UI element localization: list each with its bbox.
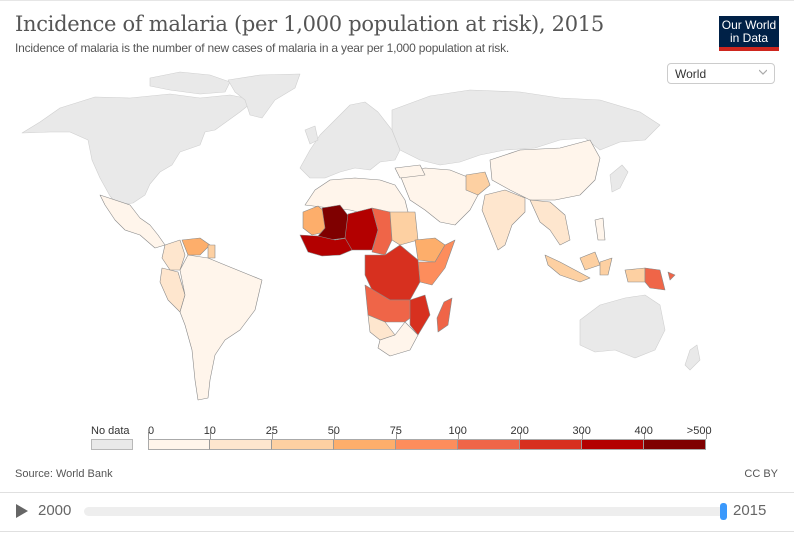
region-new-zealand[interactable] [684, 344, 701, 371]
divider [0, 531, 794, 532]
region-colombia[interactable] [161, 239, 186, 271]
top-rule [0, 0, 794, 1]
legend-tick-label: 0 [148, 425, 155, 437]
region-select-value: World [675, 67, 707, 81]
legend-tick [210, 432, 211, 439]
license-link[interactable]: CC BY [744, 468, 778, 480]
source-note: Source: World Bank [15, 468, 113, 480]
region-afghanistan[interactable] [465, 171, 491, 196]
legend-bin[interactable] [520, 439, 582, 450]
legend-tick-label: 100 [448, 425, 467, 437]
region-mauritania[interactable] [302, 205, 326, 236]
region-sudan[interactable] [389, 211, 419, 246]
region-brazil[interactable] [179, 254, 263, 401]
legend-tick-label: 50 [327, 425, 340, 437]
region-indonesia[interactable] [544, 254, 591, 283]
world-map[interactable] [0, 60, 794, 420]
legend-tick-label: 300 [572, 425, 591, 437]
legend-tick [396, 432, 397, 439]
legend-tick-label: 75 [389, 425, 402, 437]
region-greenland[interactable] [227, 73, 301, 119]
region-central-africa[interactable] [364, 244, 421, 301]
region-philippines[interactable] [594, 217, 606, 241]
logo-line-2: in Data [729, 31, 769, 45]
legend-tick [458, 432, 459, 439]
owid-logo[interactable]: Our World in Data [719, 16, 779, 51]
legend-bin[interactable] [458, 439, 520, 450]
region-japan[interactable] [609, 164, 629, 193]
region-australia[interactable] [579, 294, 666, 359]
timeline-handle[interactable] [720, 503, 727, 520]
region-sulawesi[interactable] [599, 257, 613, 276]
legend-bin[interactable] [644, 439, 706, 450]
legend-bin[interactable] [582, 439, 644, 450]
region-southeast-asia[interactable] [529, 199, 571, 246]
legend-tick [582, 432, 583, 439]
legend-bin[interactable] [396, 439, 458, 450]
timeline-end-year: 2015 [733, 502, 767, 519]
legend-tick [706, 432, 707, 439]
legend-bin[interactable] [272, 439, 334, 450]
legend-no-data-label: No data [91, 425, 130, 437]
legend-bin[interactable] [148, 439, 210, 450]
play-icon[interactable] [16, 504, 28, 518]
legend-tick [334, 432, 335, 439]
region-china[interactable] [489, 139, 601, 201]
region-mozambique[interactable] [409, 294, 431, 336]
legend-no-data-swatch [91, 439, 133, 450]
region-west-papua[interactable] [624, 267, 646, 283]
legend-tick-label: 200 [510, 425, 529, 437]
region-madagascar[interactable] [436, 297, 453, 333]
legend-tick-label: 10 [203, 425, 216, 437]
legend-bin[interactable] [334, 439, 396, 450]
region-uk[interactable] [304, 125, 319, 145]
legend-tick [644, 432, 645, 439]
legend-tick [148, 432, 149, 439]
legend-tick-label: 400 [634, 425, 653, 437]
legend-tick-label: 25 [265, 425, 278, 437]
region-india[interactable] [481, 189, 526, 251]
timeline-track[interactable] [84, 507, 724, 516]
legend-tick [272, 432, 273, 439]
region-venezuela[interactable] [181, 237, 211, 256]
chart-subtitle: Incidence of malaria is the number of ne… [15, 41, 510, 55]
region-turkey[interactable] [394, 164, 426, 179]
region-north-america[interactable] [21, 93, 256, 206]
region-south-africa[interactable] [377, 321, 419, 357]
chart-title: Incidence of malaria (per 1,000 populati… [15, 12, 604, 36]
region-niger-nigeria[interactable] [344, 207, 379, 251]
logo-line-1: Our World [721, 18, 777, 32]
region-solomon-islands[interactable] [667, 271, 676, 281]
legend-tick-label: >500 [686, 425, 712, 437]
region-papua-new-guinea[interactable] [644, 267, 666, 291]
region-borneo[interactable] [579, 251, 601, 271]
timeline-start-year: 2000 [38, 502, 72, 519]
region-mexico[interactable] [99, 194, 166, 249]
region-canada-islands[interactable] [149, 71, 231, 95]
region-select[interactable]: World [667, 63, 775, 84]
region-guyana[interactable] [207, 244, 216, 259]
region-mali[interactable] [317, 204, 351, 241]
legend-tick [520, 432, 521, 439]
region-middle-east[interactable] [399, 167, 479, 226]
legend-bin[interactable] [210, 439, 272, 450]
divider [0, 492, 794, 493]
chevron-down-icon [759, 69, 767, 75]
